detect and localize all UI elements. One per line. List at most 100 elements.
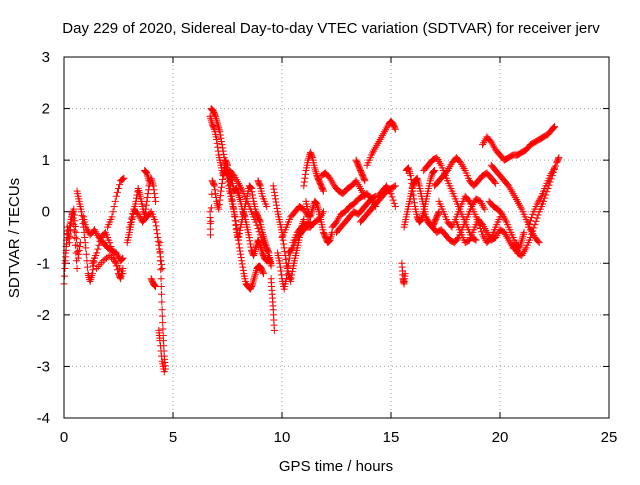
data-point-marker (156, 257, 164, 265)
data-point-marker (408, 183, 416, 191)
data-point-marker (387, 190, 395, 198)
data-point-marker (407, 175, 415, 183)
data-point-marker (217, 187, 225, 195)
data-point-marker (300, 178, 308, 186)
data-point-marker (280, 244, 288, 252)
data-point-marker (239, 266, 247, 274)
data-point-marker (248, 188, 256, 196)
data-point-marker (416, 217, 424, 225)
data-point-marker (431, 166, 439, 174)
data-point-marker (106, 239, 114, 247)
data-point-marker (143, 197, 151, 205)
data-point-marker (157, 347, 165, 355)
data-point-marker (239, 263, 247, 271)
data-point-marker (247, 243, 255, 251)
data-point-marker (232, 221, 240, 229)
data-point-marker (63, 234, 71, 241)
data-point-marker (108, 246, 116, 254)
data-point-marker (263, 203, 271, 211)
data-point-marker (93, 249, 101, 257)
data-point-marker (256, 240, 264, 248)
data-point-marker (65, 226, 73, 234)
chart-title: Day 229 of 2020, Sidereal Day-to-day VTE… (62, 20, 600, 37)
data-point-marker (391, 182, 399, 190)
y-axis-label: SDTVAR / TECUs (6, 178, 23, 298)
data-point-marker (81, 234, 89, 241)
data-point-marker (555, 154, 563, 162)
data-point-marker (113, 188, 121, 196)
data-point-marker (208, 190, 216, 198)
data-point-marker (216, 192, 224, 200)
data-point-marker (549, 124, 557, 132)
data-point-marker (224, 161, 231, 169)
data-point-marker (71, 241, 79, 249)
data-point-marker (229, 200, 237, 208)
data-point-marker (152, 218, 160, 226)
data-point-marker (152, 222, 160, 230)
data-point-marker (430, 168, 438, 176)
data-point-marker (236, 226, 244, 234)
data-point-marker (256, 217, 264, 225)
data-point-marker (301, 170, 309, 178)
y-tick-label: 0 (42, 204, 50, 221)
data-point-marker (156, 239, 164, 247)
data-point-marker (228, 192, 236, 200)
data-point-marker (70, 221, 78, 229)
data-point-marker (430, 167, 438, 175)
data-point-marker (213, 139, 221, 147)
x-tick-label: 5 (169, 429, 177, 446)
data-point-marker (109, 208, 117, 216)
data-point-marker (88, 270, 96, 278)
data-point-marker (219, 144, 227, 152)
data-point-marker (270, 185, 278, 193)
data-point-marker (235, 244, 243, 252)
data-point-marker (207, 217, 215, 225)
data-point-marker (211, 111, 219, 119)
data-point-marker (409, 187, 417, 195)
data-point-marker (211, 186, 219, 194)
data-point-marker (72, 249, 80, 257)
data-point-marker (231, 217, 239, 225)
data-point-marker (142, 205, 150, 213)
data-point-marker (158, 312, 166, 320)
data-point-marker (107, 243, 115, 251)
data-point-marker (151, 194, 159, 202)
data-point-marker (410, 195, 418, 203)
data-point-marker (158, 298, 166, 306)
data-point-marker (301, 174, 309, 182)
data-point-marker (550, 123, 558, 131)
data-point-marker (300, 215, 308, 223)
data-point-marker (235, 230, 243, 238)
data-point-marker (408, 179, 416, 187)
data-point-marker (410, 199, 418, 207)
data-point-marker (227, 185, 235, 193)
data-point-marker (118, 175, 126, 183)
data-point-marker (156, 248, 164, 256)
data-point-marker (230, 208, 238, 216)
data-point-marker (225, 173, 233, 181)
data-point-marker (530, 224, 538, 232)
data-point-marker (219, 172, 227, 180)
data-point-marker (158, 261, 166, 269)
data-point-marker (104, 253, 112, 261)
data-point-marker (89, 266, 97, 274)
data-point-marker (215, 205, 223, 213)
data-point-marker (156, 342, 164, 350)
data-point-marker (210, 182, 218, 190)
data-point-marker (531, 221, 539, 229)
data-point-marker (472, 236, 480, 244)
data-point-marker (464, 196, 472, 204)
data-point-marker (551, 123, 558, 131)
data-point-marker (110, 203, 118, 211)
data-point-marker (108, 213, 116, 221)
data-point-marker (300, 182, 308, 190)
data-point-marker (434, 209, 442, 217)
data-point-marker (264, 248, 272, 256)
data-point-marker (248, 281, 256, 289)
data-point-marker (126, 219, 134, 227)
data-point-marker (279, 232, 287, 240)
data-point-marker (76, 243, 84, 251)
data-point-marker (142, 201, 150, 209)
data-point-marker (73, 235, 81, 243)
